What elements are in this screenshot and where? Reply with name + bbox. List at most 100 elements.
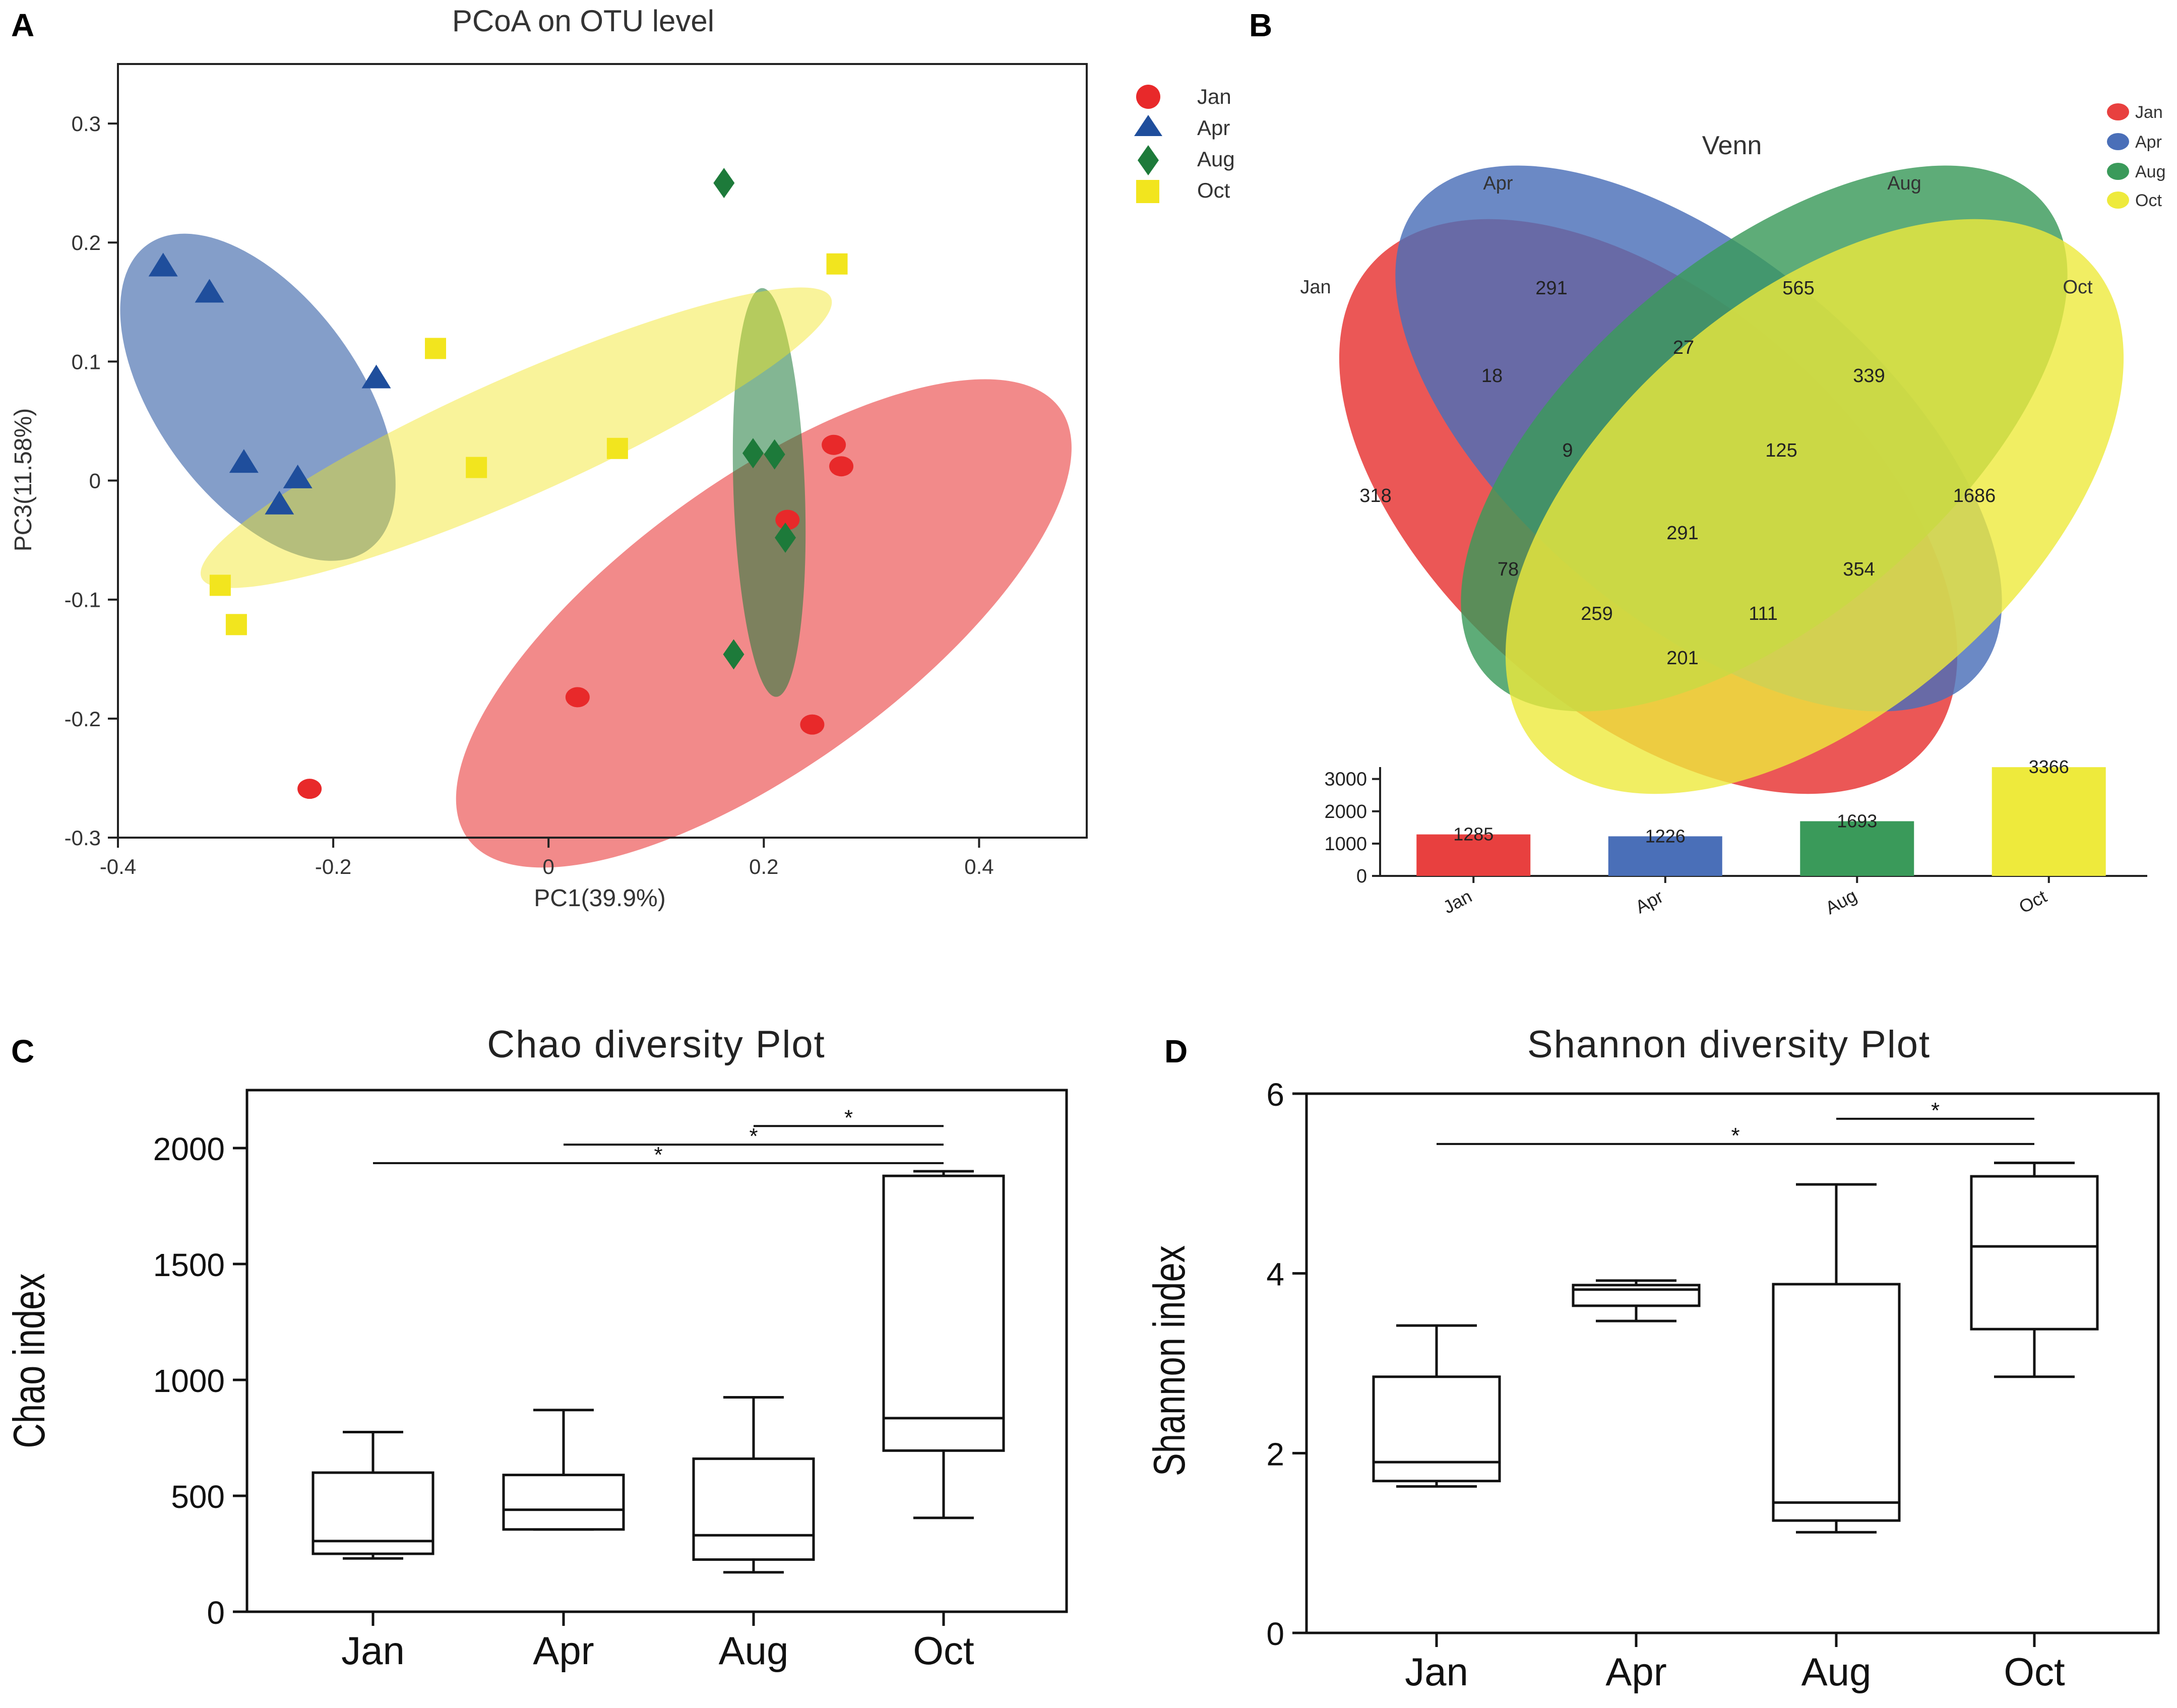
pcoa-y-tick-label: 0.1 (72, 350, 101, 373)
shannon-iqr-box (1572, 1284, 1701, 1307)
venn-legend-aug-swatch (2107, 163, 2129, 180)
vbar-y-tick-label: 0 (1356, 866, 1367, 887)
pcoa-point-oct-1 (826, 253, 848, 275)
chao-iqr-box (882, 1174, 1005, 1452)
pcoa-x-tick-label: 0.4 (964, 855, 993, 878)
shannon-y-axis: 0 2 4 6 (1266, 1077, 1307, 1652)
venn-count-apr-only: 291 (1535, 278, 1567, 299)
pcoa-ellipse-apr (120, 233, 396, 561)
chao-y-tick-label: 1000 (153, 1363, 225, 1399)
venn-legend-apr-swatch (2107, 133, 2129, 150)
venn-count-apr-aug: 27 (1673, 337, 1694, 358)
legend-aug-marker (1138, 145, 1159, 175)
pcoa-point-aug-5 (723, 639, 744, 670)
venn-ellipse-oct (1505, 219, 2124, 794)
panel-label-c: C (11, 1033, 34, 1069)
chao-y-axis: 0 500 1000 1500 2000 (153, 1131, 247, 1631)
shannon-significance-bars: ** (1437, 1098, 2034, 1148)
pcoa-plot-frame (117, 63, 1088, 839)
chao-y-tick-label: 1500 (153, 1247, 225, 1283)
pcoa-point-apr-4 (229, 449, 259, 473)
venn-count-jan-aug-oct: 259 (1581, 603, 1612, 624)
shannon-sig-star: * (1731, 1123, 1739, 1148)
pcoa-x-tick-label: 0 (543, 855, 554, 878)
venn-count-aug-oct: 339 (1853, 365, 1885, 387)
venn-legend: Jan Apr Aug Oct (2107, 103, 2166, 210)
shannon-box-apr (1572, 1279, 1701, 1322)
venn-totals-bar-chart: 0 1000 2000 3000 1285 Jan 1226 Apr 1693 Aug 3366 O… (1324, 756, 2147, 918)
vbar-x-tick-label: Jan (1440, 885, 1475, 917)
vbar-bars: 1285 Jan 1226 Apr 1693 Aug 3366 Oct (1416, 756, 2106, 918)
shannon-iqr-box (1772, 1283, 1901, 1522)
venn-legend-apr-label: Apr (2135, 133, 2162, 152)
pcoa-y-tick-label: 0 (89, 469, 101, 493)
chao-sig-star: * (654, 1143, 662, 1167)
shannon-iqr-box (1372, 1375, 1501, 1483)
chao-x-tick-label: Aug (719, 1628, 789, 1673)
venn-set-label-aug: Aug (1887, 173, 1921, 194)
legend-jan-marker (1136, 85, 1160, 109)
venn-count-apr-oct: 354 (1843, 559, 1875, 580)
venn-count-jan-apr-aug: 9 (1562, 440, 1573, 461)
shannon-x-axis: Jan Apr Aug Oct (1405, 1633, 2065, 1694)
chao-x-axis: Jan Apr Aug Oct (341, 1612, 974, 1673)
venn-count-jan-apr: 18 (1481, 365, 1503, 387)
pcoa-point-oct-6 (225, 614, 247, 636)
vbar-y-ticks: 0 1000 2000 3000 (1324, 769, 1380, 887)
chao-title: Chao diversity Plot (487, 1023, 826, 1066)
vbar-x-tick-label: Apr (1632, 886, 1667, 918)
pcoa-point-apr-6 (265, 490, 294, 515)
pcoa-x-tick-label: 0.2 (749, 855, 778, 878)
vbar-value-label: 1226 (1645, 826, 1686, 846)
pcoa-point-jan-6 (297, 779, 322, 799)
pcoa-point-apr-1 (148, 252, 178, 277)
chao-y-label: Chao index (5, 1273, 54, 1448)
chao-significance-bars: * * * (373, 1105, 944, 1167)
pcoa-y-tick-label: -0.1 (65, 588, 101, 612)
chao-x-tick-label: Apr (533, 1628, 594, 1673)
legend-apr-marker (1134, 115, 1162, 136)
legend-jan-label: Jan (1197, 85, 1231, 108)
pcoa-point-jan-2 (829, 456, 854, 477)
pcoa-ellipse-oct (201, 287, 832, 588)
venn-legend-jan-swatch (2107, 103, 2129, 120)
chao-plot-frame (245, 1089, 1068, 1613)
pcoa-y-tick-label: 0.2 (72, 231, 101, 255)
pcoa-point-oct-4 (466, 457, 487, 478)
venn-count-oct-only: 1686 (1953, 485, 1996, 507)
vbar-x-tick-label: Aug (1822, 885, 1860, 918)
pcoa-x-tick-label: -0.4 (100, 855, 136, 878)
pcoa-point-oct-2 (424, 338, 446, 359)
pcoa-point-jan-1 (822, 434, 846, 455)
chao-box-apr (502, 1409, 625, 1531)
shannon-box-aug (1772, 1183, 1901, 1534)
pcoa-legend: Jan Apr Aug Oct (1134, 85, 1235, 203)
pcoa-point-jan-3 (775, 510, 800, 530)
pcoa-y-tick-label: -0.2 (65, 707, 101, 731)
venn-legend-jan-label: Jan (2135, 103, 2163, 122)
legend-apr-label: Apr (1197, 116, 1230, 140)
shannon-box-oct (1970, 1161, 2099, 1378)
pcoa-point-aug-1 (713, 168, 735, 199)
vbar-bar-oct (1992, 767, 2106, 876)
shannon-y-tick-label: 6 (1266, 1077, 1284, 1113)
chao-box-plot: Chao diversity Plot 0 500 1000 1500 2000 Jan… (5, 1023, 1068, 1673)
pcoa-x-label: PC1(39.9%) (534, 885, 665, 912)
shannon-box-plot: Shannon diversity Plot 0 2 4 6 Jan Apr Aug Oct… (1145, 1023, 2160, 1694)
vbar-value-label: 1693 (1837, 810, 1877, 831)
vbar-y-tick-label: 3000 (1324, 769, 1367, 790)
chao-sig-star: * (749, 1124, 758, 1149)
pcoa-point-aug-4 (775, 522, 796, 553)
venn-count-jan-only: 318 (1359, 485, 1391, 507)
venn-title: Venn (1702, 131, 1762, 160)
pcoa-point-apr-5 (283, 464, 313, 488)
venn-legend-aug-label: Aug (2135, 162, 2166, 181)
venn-count-all: 291 (1666, 523, 1698, 544)
pcoa-point-oct-5 (209, 575, 231, 596)
venn-legend-oct-label: Oct (2135, 191, 2162, 210)
pcoa-point-jan-5 (800, 714, 825, 735)
pcoa-point-oct-3 (606, 437, 628, 459)
chao-sig-star: * (844, 1105, 853, 1130)
shannon-iqr-box (1970, 1175, 2099, 1331)
shannon-title: Shannon diversity Plot (1527, 1023, 1931, 1066)
